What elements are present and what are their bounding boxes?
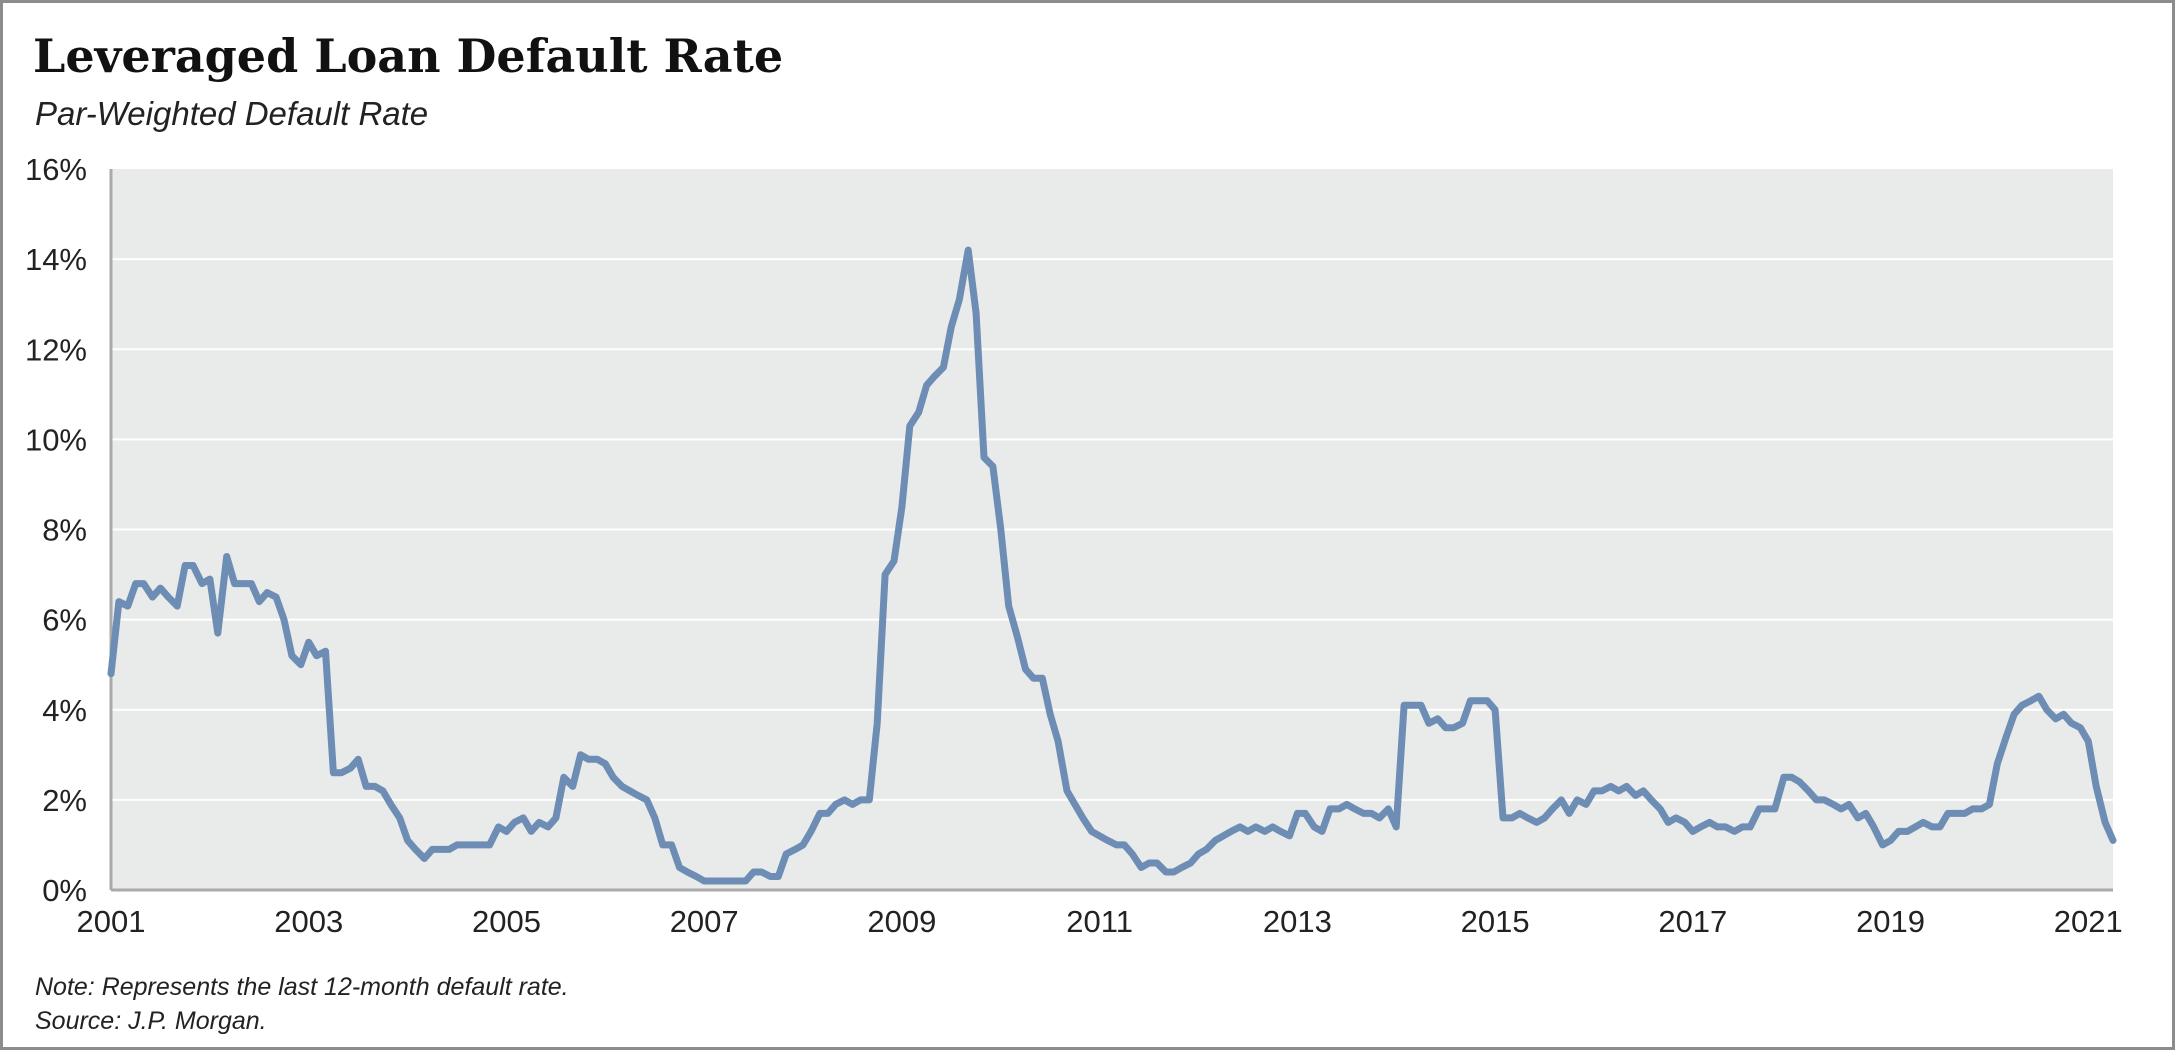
x-tick-label: 2019 <box>1856 904 1925 939</box>
y-tick-label: 6% <box>42 603 87 638</box>
x-tick-label: 2021 <box>2054 904 2123 939</box>
y-tick-label: 4% <box>42 693 87 728</box>
series-group <box>107 246 2117 885</box>
x-tick-label: 2005 <box>472 904 541 939</box>
y-tick-label: 8% <box>42 513 87 548</box>
y-tick-label: 10% <box>25 422 87 457</box>
x-tick-label: 2015 <box>1461 904 1530 939</box>
x-axis-ticks: 2001 2003 2005 2007 2009 2011 2013 2015 2017 2019… <box>77 904 2123 939</box>
y-tick-label: 2% <box>42 783 87 818</box>
y-tick-label: 12% <box>25 332 87 367</box>
series-line <box>107 246 2117 885</box>
y-tick-label: 16% <box>25 152 87 187</box>
chart-title: Leveraged Loan Default Rate <box>33 29 784 83</box>
chart-subtitle: Par-Weighted Default Rate <box>35 95 429 132</box>
y-axis-ticks: 0% 2% 4% 6% 8% 10% 12% 14% 16% <box>25 152 87 908</box>
x-tick-label: 2001 <box>77 904 146 939</box>
x-tick-label: 2017 <box>1658 904 1727 939</box>
source-note: Source: J.P. Morgan. <box>35 1007 267 1035</box>
y-tick-label: 0% <box>42 873 87 908</box>
x-tick-label: 2009 <box>867 904 936 939</box>
x-tick-label: 2003 <box>274 904 343 939</box>
x-tick-label: 2007 <box>670 904 739 939</box>
footnote: Note: Represents the last 12-month defau… <box>35 973 569 1001</box>
x-tick-label: 2011 <box>1066 904 1133 939</box>
y-tick-label: 14% <box>25 242 87 277</box>
x-tick-label: 2013 <box>1263 904 1332 939</box>
line-chart: 0%2%4%6%8%10%12%14%16% 2001 2003 2005 2007 2… <box>25 152 2123 939</box>
